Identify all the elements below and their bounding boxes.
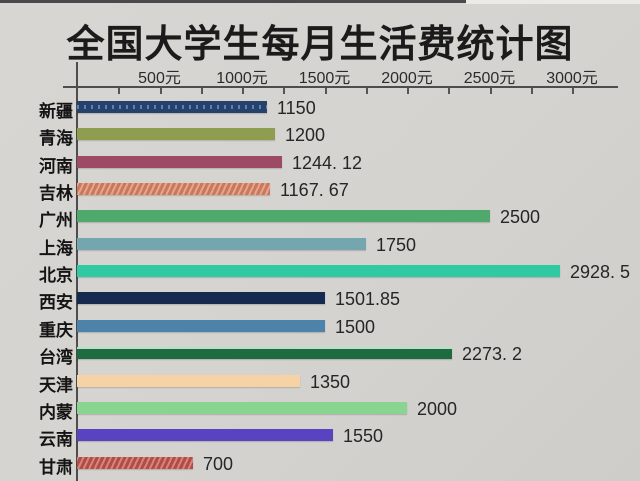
x-axis-tick-label: 3000元: [546, 70, 598, 87]
bar-row: 河南 1244. 12: [0, 150, 640, 176]
bar: [77, 457, 193, 469]
category-label: 甘肃: [39, 458, 73, 477]
bar-row: 台湾 2273. 2: [0, 341, 640, 367]
x-axis-tick-mark: [365, 88, 368, 94]
bar: [77, 429, 333, 441]
value-label: 1500: [335, 317, 376, 337]
value-label: 1150: [277, 98, 316, 118]
bar-row: 上海 1750: [0, 232, 640, 258]
bar: [77, 238, 366, 250]
bar: [77, 183, 270, 195]
category-label: 广州: [39, 211, 73, 230]
x-axis-line: [63, 86, 618, 88]
x-axis-tick-label: 500元: [138, 70, 181, 87]
category-label: 西安: [39, 293, 73, 312]
category-label: 台湾: [39, 348, 73, 367]
bar: [77, 347, 452, 359]
x-axis-tick-label: 1500元: [298, 70, 351, 87]
bar: [77, 375, 300, 387]
bar: [77, 128, 275, 140]
photo-top-border-light: [466, 0, 640, 4]
category-label: 新疆: [39, 102, 73, 121]
x-axis-tick-mark: [242, 88, 244, 94]
category-label: 云南: [39, 430, 73, 449]
category-label: 北京: [39, 266, 73, 285]
x-axis-tick-mark: [200, 88, 203, 94]
bar: [77, 156, 282, 168]
category-label: 河南: [39, 157, 73, 176]
value-label: 1550: [343, 426, 384, 446]
value-label: 700: [203, 454, 234, 474]
value-label: 2273. 2: [462, 344, 523, 364]
bar: [77, 265, 560, 277]
bar-row: 青海 1200: [0, 122, 640, 148]
value-label: 1200: [285, 125, 326, 145]
category-label: 青海: [39, 129, 73, 148]
category-label: 重庆: [39, 321, 73, 340]
x-axis-tick-mark: [572, 88, 574, 94]
photo-top-border-dark: [0, 0, 466, 3]
bar-row: 天津 1350: [0, 369, 640, 395]
bar-row: 内蒙 2000: [0, 396, 640, 422]
bar-row: 北京 2928. 5: [0, 259, 640, 285]
bar-row: 广州 2500: [0, 204, 640, 230]
x-axis-tick-mark: [283, 88, 286, 94]
bar: [77, 320, 325, 332]
x-axis-tick-label: 2000元: [381, 70, 433, 87]
x-axis-tick-label: 2500元: [463, 70, 516, 87]
value-label: 1350: [310, 372, 351, 392]
x-axis-tick-label: 1000元: [216, 70, 268, 87]
value-label: 2928. 5: [570, 262, 631, 282]
bar: [77, 402, 407, 414]
category-label: 上海: [39, 239, 73, 258]
value-label: 1167. 67: [280, 180, 349, 200]
value-label: 2500: [500, 207, 541, 227]
x-axis-tick-mark: [530, 88, 533, 94]
category-label: 吉林: [39, 184, 73, 203]
bar-row: 西安 1501.85: [0, 286, 640, 312]
category-label: 内蒙: [39, 403, 73, 422]
value-label: 1244. 12: [292, 153, 363, 173]
x-axis-tick-mark: [324, 88, 327, 94]
x-axis-tick-mark: [159, 88, 162, 94]
value-label: 1501.85: [335, 289, 401, 309]
chart-title: 全国大学生每月生活费统计图: [66, 24, 574, 66]
x-axis-tick-mark: [118, 88, 121, 94]
x-axis-tick-mark: [489, 88, 492, 94]
value-label: 1750: [376, 235, 417, 255]
bar-row: 云南 1550: [0, 423, 640, 449]
bar: [77, 101, 267, 113]
bar-row: 甘肃 700: [0, 451, 640, 477]
bar: [77, 292, 325, 304]
value-label: 2000: [417, 399, 458, 419]
bar-row: 重庆 1500: [0, 314, 640, 340]
bar: [77, 210, 490, 222]
x-axis-tick-mark: [407, 88, 409, 94]
category-label: 天津: [39, 376, 73, 395]
bar-row: 吉林 1167. 67: [0, 177, 640, 203]
bar-row: 新疆 1150: [0, 95, 640, 121]
x-axis-tick-mark: [448, 88, 451, 94]
